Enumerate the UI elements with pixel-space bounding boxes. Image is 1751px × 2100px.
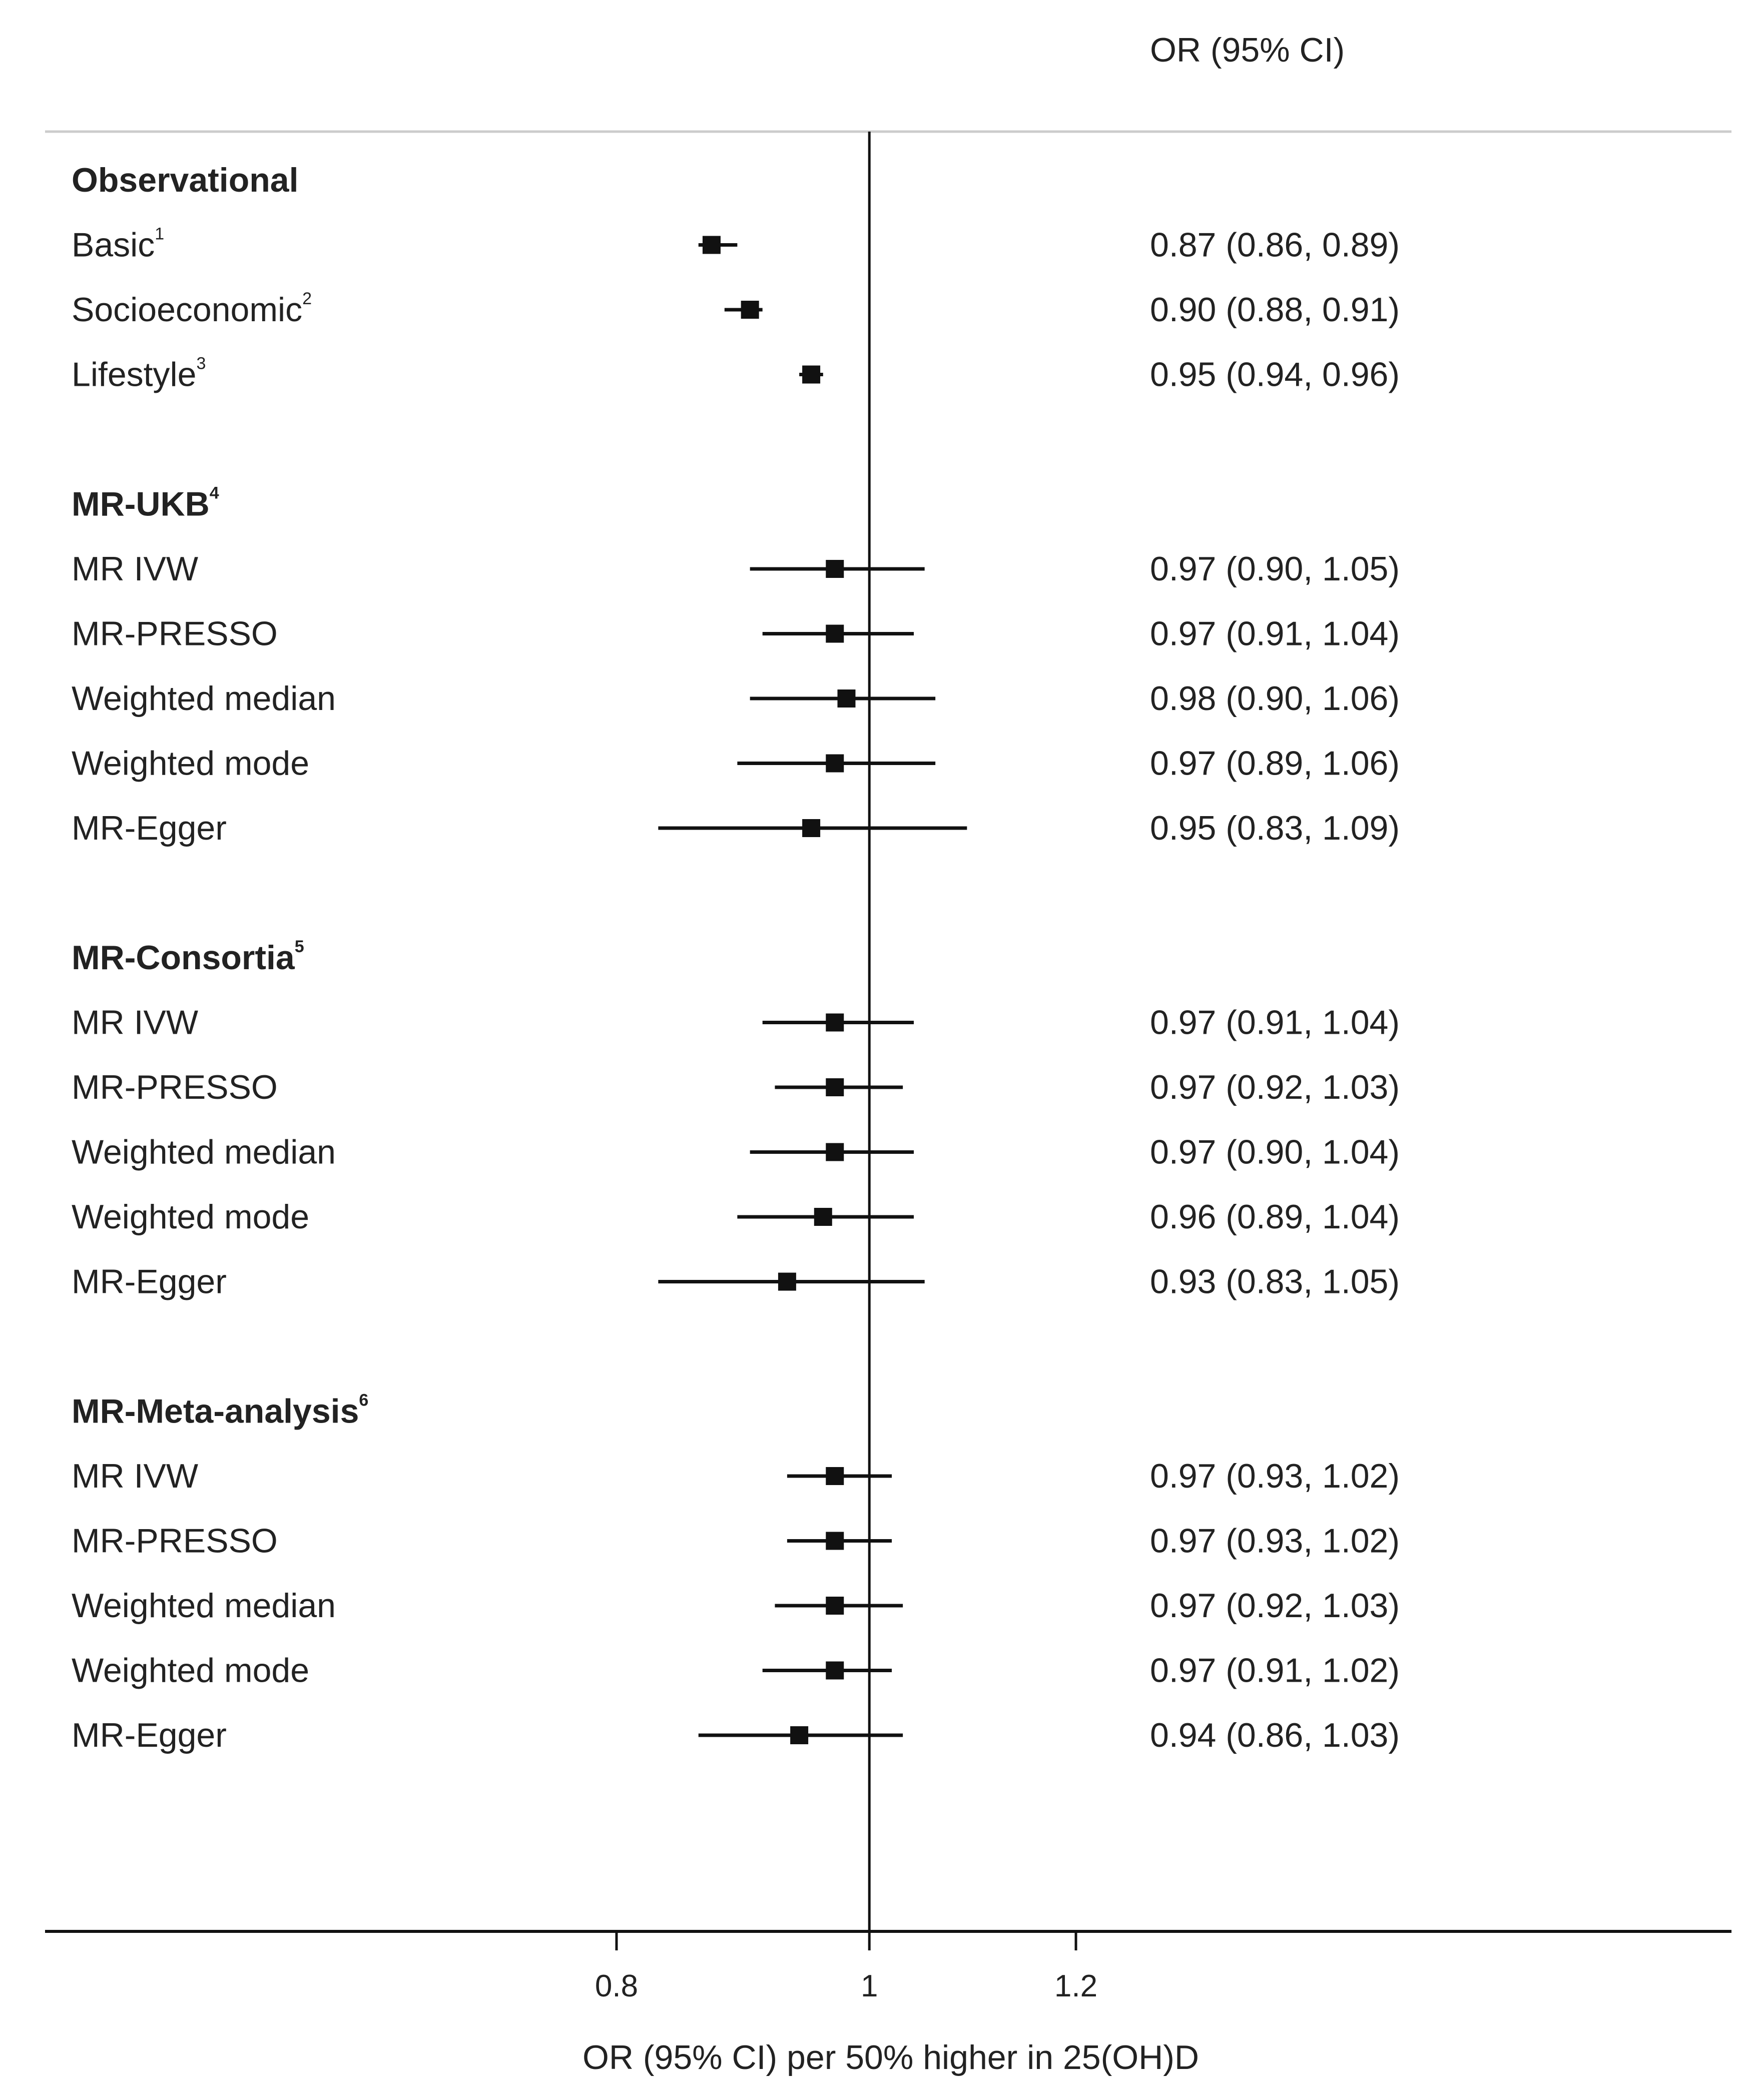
footnote-marker: 1: [155, 225, 164, 244]
estimate-text: 0.97 (0.91, 1.02): [1150, 1652, 1400, 1690]
row-label: MR-Egger: [72, 1263, 227, 1301]
estimate-text: 0.97 (0.91, 1.04): [1150, 615, 1400, 653]
estimate-text: 0.90 (0.88, 0.91): [1150, 291, 1400, 329]
row-label: Basic1: [72, 225, 164, 264]
row-label: MR IVW: [72, 550, 198, 588]
x-tick-label: 1: [861, 1969, 878, 2003]
row-label: Weighted median: [72, 1133, 336, 1171]
point-estimate: [802, 819, 821, 837]
x-axis-label: OR (95% CI) per 50% higher in 25(OH)D: [582, 2038, 1199, 2076]
estimate-text: 0.97 (0.89, 1.06): [1150, 745, 1400, 783]
estimate-text: 0.98 (0.90, 1.06): [1150, 679, 1400, 718]
x-tick-label: 1.2: [1054, 1969, 1097, 2003]
row-label: Weighted median: [72, 679, 336, 718]
point-estimate: [790, 1726, 809, 1744]
row-label: MR-PRESSO: [72, 1522, 278, 1560]
row-label: MR IVW: [72, 1004, 198, 1042]
row-label: Socioeconomic2: [72, 289, 312, 329]
footnote-marker: 4: [210, 484, 219, 503]
row-label: Weighted mode: [72, 1198, 309, 1236]
point-estimate: [826, 1532, 844, 1550]
point-estimate: [826, 1078, 844, 1096]
footnote-marker: 5: [295, 937, 304, 956]
estimate-text: 0.97 (0.92, 1.03): [1150, 1587, 1400, 1625]
estimate-text: 0.95 (0.94, 0.96): [1150, 356, 1400, 394]
point-estimate: [826, 624, 844, 643]
point-estimate: [837, 689, 856, 708]
row-label: MR-PRESSO: [72, 615, 278, 653]
point-estimate: [826, 1143, 844, 1161]
estimate-text: 0.97 (0.93, 1.02): [1150, 1457, 1400, 1495]
group-header: MR-Meta-analysis6: [72, 1391, 368, 1431]
estimate-text: 0.97 (0.90, 1.05): [1150, 550, 1400, 588]
estimate-text: 0.96 (0.89, 1.04): [1150, 1198, 1400, 1236]
row-label: MR-Egger: [72, 809, 227, 847]
row-label: MR-Egger: [72, 1716, 227, 1754]
point-estimate: [741, 301, 759, 319]
group-header: MR-UKB4: [72, 484, 219, 523]
estimate-text: 0.87 (0.86, 0.89): [1150, 226, 1400, 264]
point-estimate: [826, 1013, 844, 1032]
point-estimate: [826, 754, 844, 773]
row-label: Weighted median: [72, 1587, 336, 1625]
estimate-text: 0.97 (0.90, 1.04): [1150, 1133, 1400, 1171]
row-label: Weighted mode: [72, 745, 309, 783]
estimate-text: 0.93 (0.83, 1.05): [1150, 1263, 1400, 1301]
row-label: MR IVW: [72, 1457, 198, 1495]
x-tick-label: 0.8: [595, 1969, 638, 2003]
point-estimate: [826, 1597, 844, 1615]
row-label: Weighted mode: [72, 1652, 309, 1690]
row-label: MR-PRESSO: [72, 1068, 278, 1106]
plot-area: 0.8 1 1.2 Observational Basic1 0.87 (0.86, 0.…: [72, 132, 1400, 2003]
row-label: Lifestyle3: [72, 354, 206, 394]
footnote-marker: 6: [359, 1391, 368, 1410]
group-header: MR-Consortia5: [72, 937, 304, 977]
point-estimate: [778, 1272, 796, 1291]
point-estimate: [702, 236, 721, 254]
point-estimate: [802, 365, 821, 384]
point-estimate: [826, 1661, 844, 1680]
estimate-text: 0.97 (0.91, 1.04): [1150, 1004, 1400, 1042]
footnote-marker: 2: [302, 289, 312, 308]
estimate-text: 0.95 (0.83, 1.09): [1150, 809, 1400, 847]
estimate-text: 0.97 (0.93, 1.02): [1150, 1522, 1400, 1560]
point-estimate: [814, 1208, 832, 1226]
column-header: OR (95% CI): [1150, 31, 1345, 69]
estimate-text: 0.94 (0.86, 1.03): [1150, 1716, 1400, 1754]
footnote-marker: 3: [196, 354, 206, 373]
estimate-text: 0.97 (0.92, 1.03): [1150, 1068, 1400, 1106]
group-header: Observational: [72, 161, 299, 199]
point-estimate: [826, 560, 844, 578]
point-estimate: [826, 1467, 844, 1485]
